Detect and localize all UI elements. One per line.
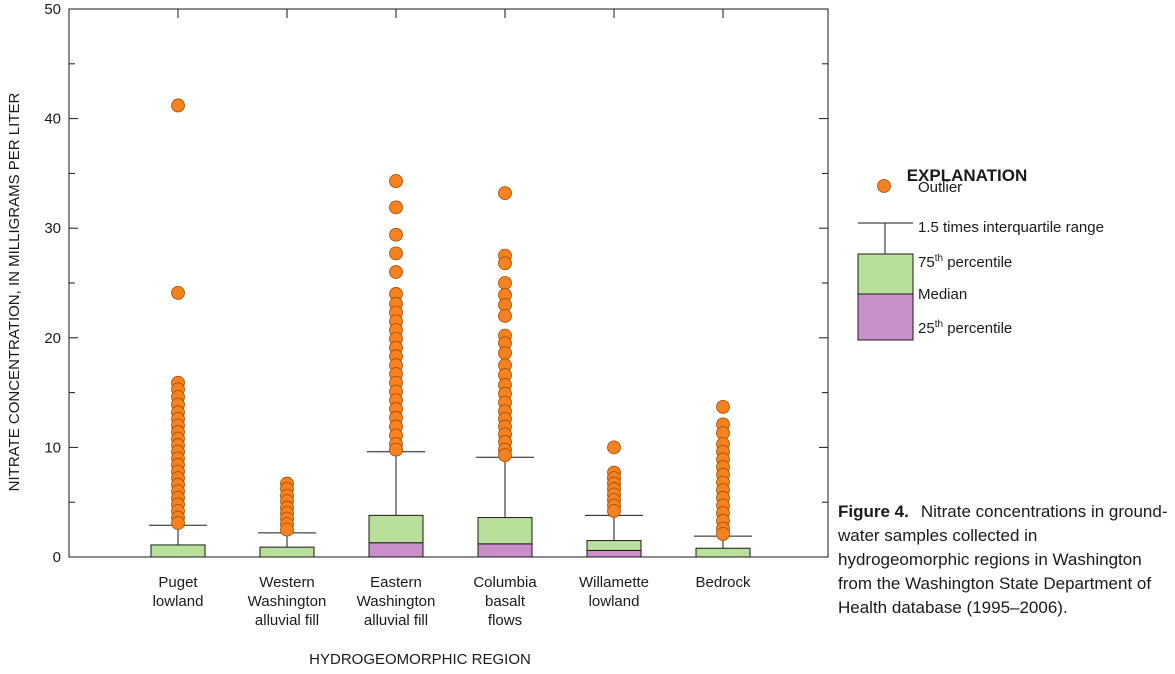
box-upper-quartile xyxy=(150,544,206,558)
outlier-point xyxy=(389,174,403,188)
x-category-label: lowland xyxy=(589,593,640,610)
y-tick-label: 30 xyxy=(44,220,61,237)
box-upper-quartile xyxy=(477,517,533,545)
x-axis-title: HYDROGEOMORPHIC REGION xyxy=(309,651,531,668)
x-category-label: Bedrock xyxy=(695,574,751,591)
legend-lower-box xyxy=(857,293,914,341)
legend-title: EXPLANATION xyxy=(907,166,1028,185)
outlier-point xyxy=(171,98,185,113)
x-category-label: basalt xyxy=(485,593,526,610)
x-category-label: Eastern xyxy=(370,574,422,591)
outlier-point xyxy=(607,504,621,518)
box-upper-quartile xyxy=(695,547,751,558)
x-category-label: Willamette xyxy=(579,574,649,591)
legend-p75-suffix: th xyxy=(935,253,943,264)
outlier-point xyxy=(389,442,403,457)
x-category-label: lowland xyxy=(153,593,204,610)
outlier-point xyxy=(171,285,185,300)
x-category-label: Western xyxy=(259,574,315,591)
legend-outlier-label: Outlier xyxy=(918,179,962,196)
box-lower-quartile xyxy=(586,549,642,558)
legend-upper-box xyxy=(857,253,914,295)
outlier-point xyxy=(280,522,294,537)
x-category-label: Washington xyxy=(248,593,327,610)
box-lower-quartile xyxy=(368,542,424,558)
y-tick-label: 10 xyxy=(44,439,61,456)
outlier-point xyxy=(389,246,403,261)
outlier-point xyxy=(498,256,512,271)
legend: EXPLANATION Outlier 1.5 times interquart… xyxy=(857,166,1104,341)
box-upper-quartile xyxy=(368,514,424,544)
box-upper-quartile xyxy=(586,540,642,551)
y-tick-label: 0 xyxy=(53,549,61,566)
outlier-point xyxy=(171,516,185,530)
figure-label: Figure 4. xyxy=(838,502,909,521)
figure-caption-text: Nitrate concentrations in ground-water s… xyxy=(838,502,1168,617)
y-axis-title: NITRATE CONCENTRATION, IN MILLIGRAMS PER… xyxy=(6,93,23,492)
legend-p75-number: 75 xyxy=(918,254,935,271)
outlier-point xyxy=(498,186,512,201)
legend-p75-label: 75th percentile xyxy=(918,253,1012,271)
legend-p25-label: 25th percentile xyxy=(918,319,1012,337)
outlier-point xyxy=(389,227,403,242)
outlier-point xyxy=(498,448,512,462)
legend-p25-number: 25 xyxy=(918,320,935,337)
outlier-point xyxy=(389,265,403,279)
box-upper-quartile xyxy=(259,546,315,558)
x-category-label: alluvial fill xyxy=(255,612,319,629)
outlier-point xyxy=(607,440,621,455)
outlier-point xyxy=(498,308,512,323)
legend-p25-text: percentile xyxy=(943,320,1012,337)
x-category-label: Washington xyxy=(357,593,436,610)
legend-p25-suffix: th xyxy=(935,319,943,330)
legend-median-label: Median xyxy=(918,286,967,303)
outlier-point xyxy=(498,276,512,290)
x-category-label: Columbia xyxy=(473,574,537,591)
outlier-point xyxy=(498,346,512,361)
legend-outlier-marker xyxy=(877,179,891,193)
legend-p75-text: percentile xyxy=(943,254,1012,271)
outlier-point xyxy=(716,527,730,541)
y-tick-label: 20 xyxy=(44,330,61,347)
plot-layer: 0 10 20 30 40 50 Puget lowland Western Washington… xyxy=(44,1,829,629)
y-tick-label: 50 xyxy=(44,1,61,18)
x-category-label: alluvial fill xyxy=(364,612,428,629)
outlier-point xyxy=(389,200,403,215)
y-tick-label: 40 xyxy=(44,111,61,128)
outlier-point xyxy=(716,399,730,414)
legend-whisker-label: 1.5 times interquartile range xyxy=(918,219,1104,236)
x-category-label: Puget xyxy=(158,574,198,591)
x-category-label: flows xyxy=(488,612,522,629)
box-lower-quartile xyxy=(477,543,533,558)
figure-caption: Figure 4. Nitrate concentrations in groun… xyxy=(838,500,1168,620)
